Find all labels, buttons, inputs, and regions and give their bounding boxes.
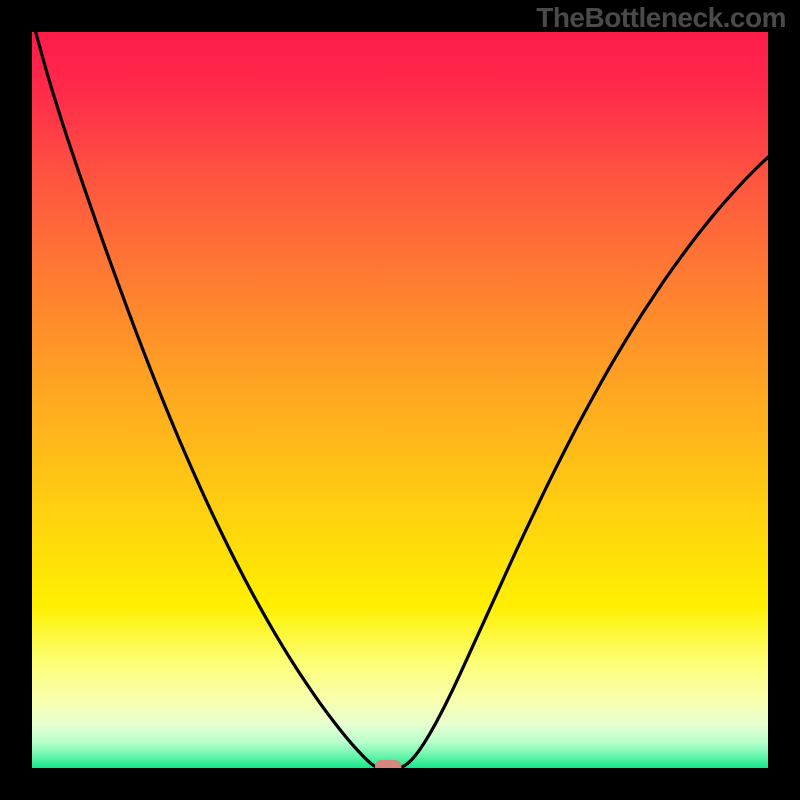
bottleneck-chart	[32, 32, 768, 768]
figure-container: TheBottleneck.com	[0, 0, 800, 800]
watermark-text: TheBottleneck.com	[536, 2, 786, 34]
plot-area	[32, 32, 768, 768]
gradient-background	[32, 32, 768, 768]
optimum-marker	[375, 760, 401, 768]
